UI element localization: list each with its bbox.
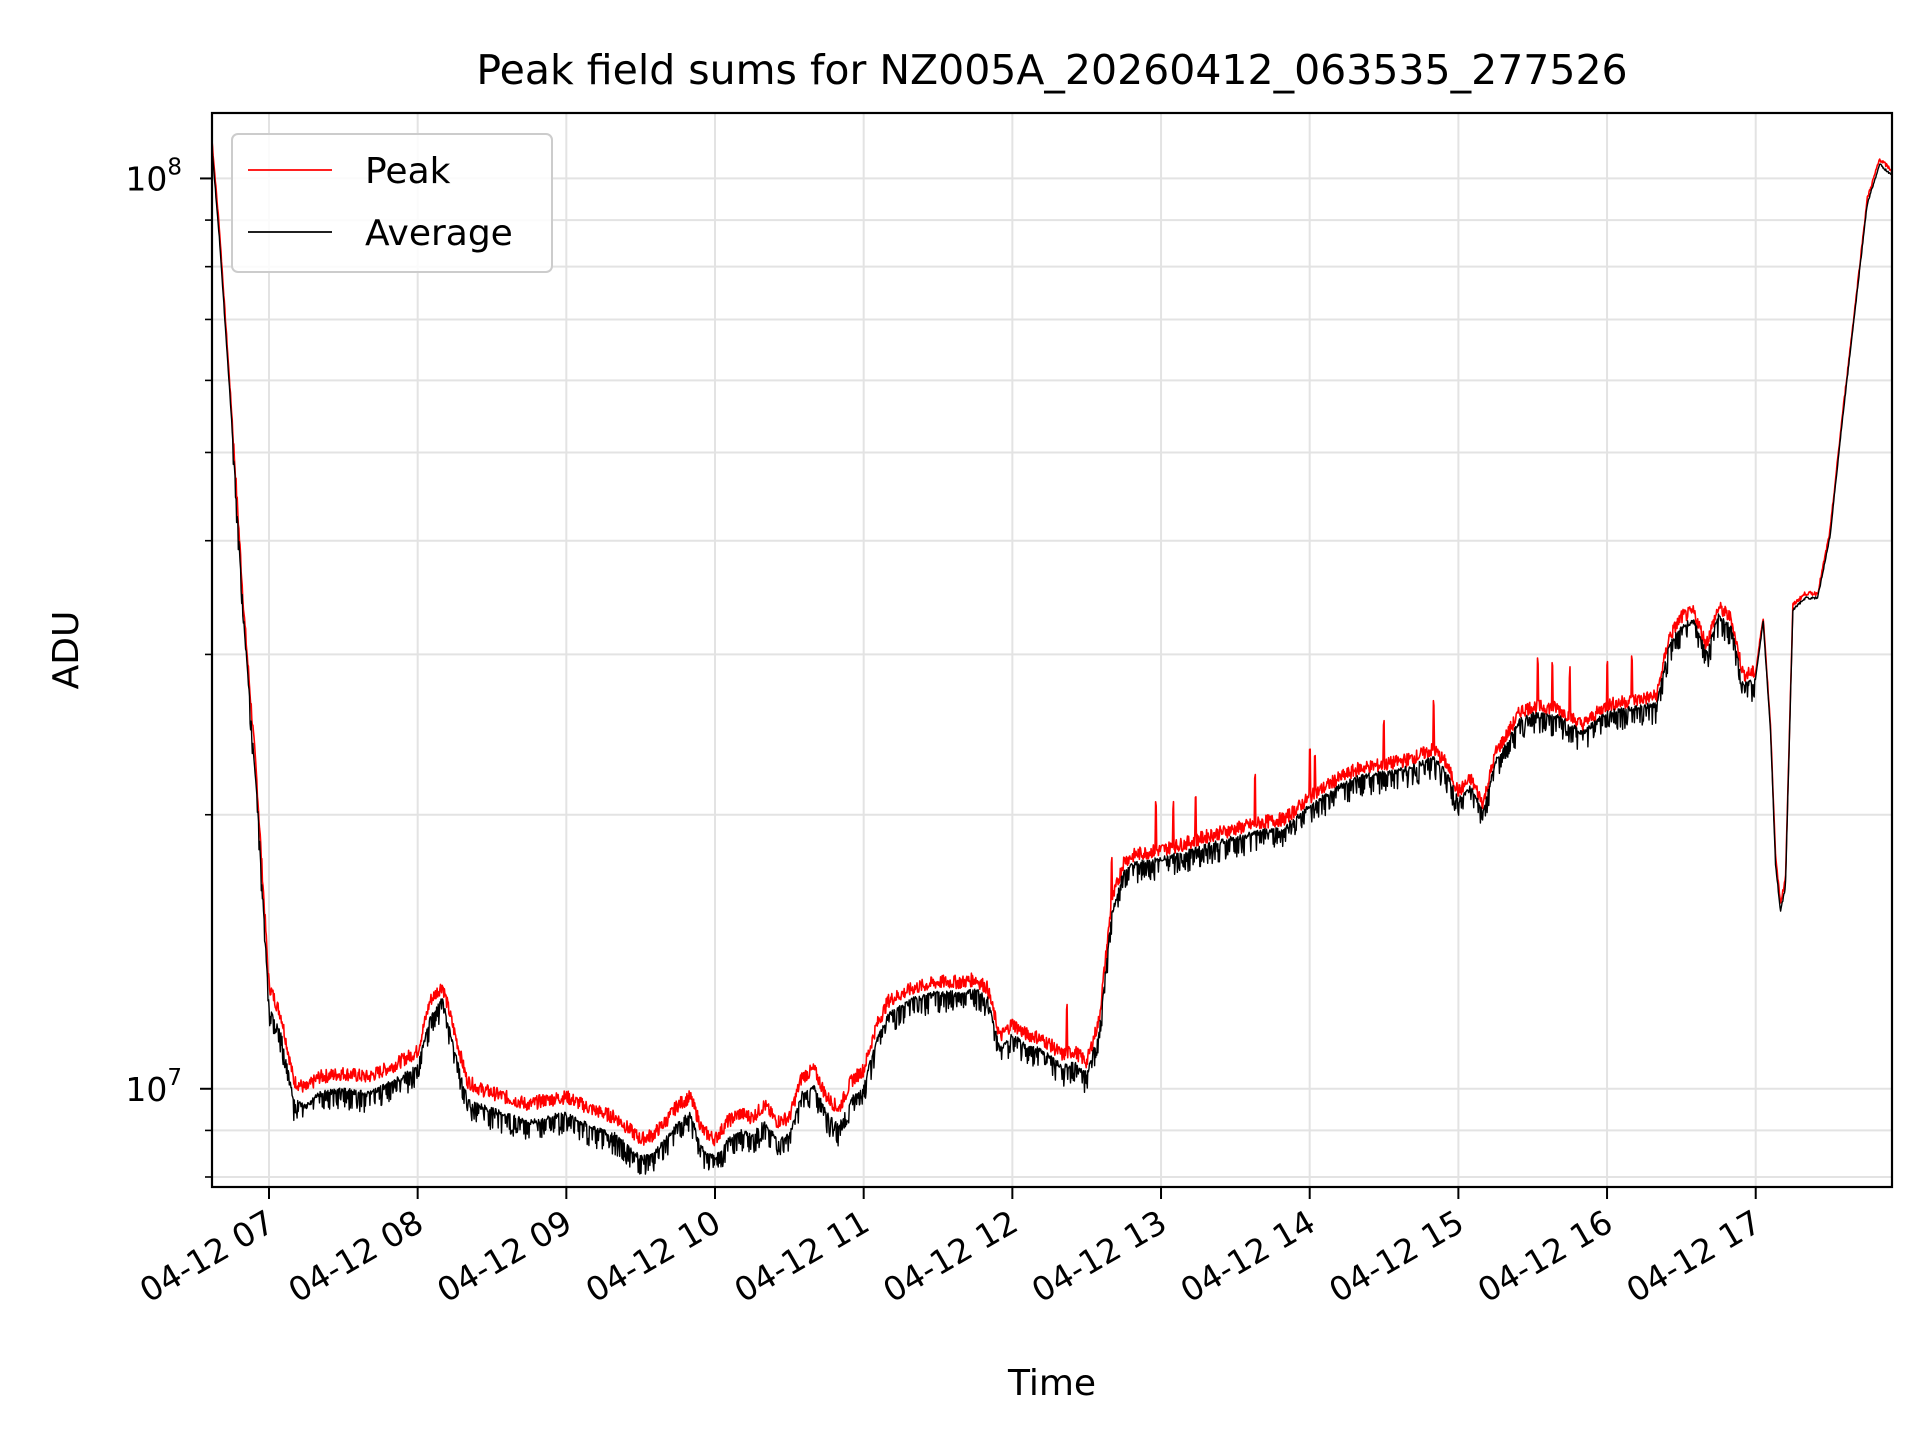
grid	[212, 113, 1892, 1187]
legend: Peak Average	[231, 133, 553, 273]
y-tick-label: 108	[125, 154, 182, 198]
y-tick-label: 107	[125, 1065, 182, 1109]
y-tick-base: 10	[125, 159, 167, 198]
series-line-average	[211, 149, 1893, 1175]
series-line-peak	[211, 140, 1893, 1147]
chart-title: Peak field sums for NZ005A_20260412_0635…	[476, 46, 1627, 94]
plot-area	[211, 140, 1893, 1175]
legend-label-peak: Peak	[365, 151, 451, 192]
legend-box	[231, 133, 553, 273]
legend-label-average: Average	[365, 213, 513, 254]
plot-frame	[210, 111, 1894, 1189]
y-axis-label: ADU	[46, 611, 87, 690]
y-tick-base: 10	[125, 1070, 167, 1109]
y-tick-exponent: 7	[167, 1065, 182, 1091]
x-axis-label: Time	[1007, 1363, 1096, 1404]
y-tick-exponent: 8	[167, 154, 182, 180]
